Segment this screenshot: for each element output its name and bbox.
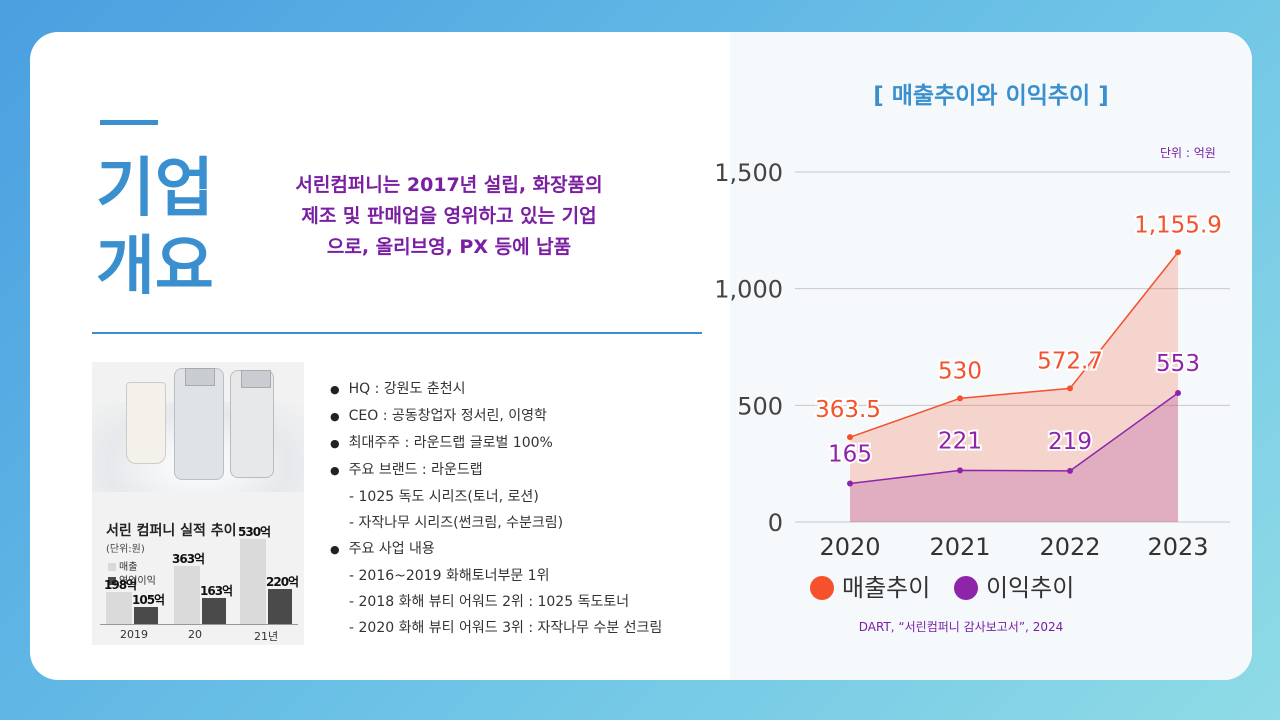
data-point bbox=[1067, 385, 1073, 392]
mini-revenue-bar bbox=[240, 539, 266, 624]
bottle-cap bbox=[241, 370, 271, 388]
company-intro: 서린컴퍼니는 2017년 설립, 화장품의 제조 및 판매업을 영위하고 있는 … bbox=[270, 170, 628, 263]
chart-unit: 단위 : 억원 bbox=[1160, 146, 1216, 160]
series-area-revenue bbox=[850, 252, 1178, 522]
fact-item: - 2018 화해 뷰티 어워드 2위 : 1025 독도토너 bbox=[349, 594, 630, 610]
intro-line2: 제조 및 판매업을 영위하고 있는 기업 bbox=[301, 205, 597, 227]
mini-revenue-label: 530억 bbox=[238, 525, 271, 540]
mini-legend-revenue: 매출 bbox=[108, 558, 137, 573]
mini-profit-bar bbox=[134, 607, 158, 624]
intro-line1: 서린컴퍼니는 2017년 설립, 화장품의 bbox=[295, 174, 603, 196]
mini-category-label: 20 bbox=[188, 628, 202, 641]
legend-swatch-profit bbox=[953, 576, 978, 600]
series-line-revenue bbox=[849, 251, 1179, 438]
slide-card: 기업 개요 서린컴퍼니는 2017년 설립, 화장품의 제조 및 판매업을 영위… bbox=[30, 32, 1252, 680]
data-point bbox=[957, 395, 963, 402]
data-point bbox=[1175, 389, 1181, 396]
data-label: 165 bbox=[828, 442, 872, 468]
y-tick-label: 1,500 bbox=[714, 159, 783, 187]
fact-item: 주요 사업 내용 bbox=[330, 536, 662, 563]
intro-line3: 으로, 올리브영, PX 등에 납품 bbox=[326, 236, 572, 258]
data-label: 530 bbox=[938, 358, 982, 384]
y-tick-label: 1,000 bbox=[714, 276, 783, 304]
data-label: 219 bbox=[1048, 429, 1092, 455]
legend-label: 이익추이 bbox=[985, 574, 1075, 602]
data-point bbox=[847, 434, 853, 441]
lotion-bottle bbox=[230, 370, 274, 478]
fact-item: 최대주주 : 라운드랩 글로벌 100% bbox=[330, 430, 662, 457]
mini-legend-swatch bbox=[108, 577, 116, 585]
legend-profit: 이익추이 bbox=[953, 568, 1075, 603]
fact-item: - 1025 독도 시리즈(토너, 로션) bbox=[349, 489, 539, 505]
product-performance-image: 서린 컴퍼니 실적 추이 (단위:원) 매출 영업이익 198억 105억 2019… bbox=[92, 362, 304, 645]
mini-legend-swatch bbox=[108, 563, 116, 571]
mini-revenue-bar bbox=[174, 565, 200, 624]
source-citation: DART, “서린컴퍼니 감사보고서”, 2024 bbox=[858, 620, 1064, 634]
mini-profit-label: 163억 bbox=[200, 583, 233, 598]
data-label: 221 bbox=[938, 428, 982, 454]
legend-revenue: 매출추이 bbox=[810, 568, 930, 603]
mini-revenue-bar bbox=[106, 592, 132, 624]
mini-chart-unit: (단위:원) bbox=[106, 544, 145, 555]
mini-category-label: 21년 bbox=[254, 630, 279, 643]
data-point bbox=[957, 467, 963, 474]
mini-legend-label: 매출 bbox=[119, 562, 138, 573]
section-title: 기업 개요 bbox=[96, 150, 266, 306]
title-accent-bar bbox=[100, 120, 158, 125]
fact-item: - 자작나무 시리즈(썬크림, 수분크림) bbox=[349, 515, 564, 531]
data-point bbox=[1175, 249, 1181, 256]
x-tick-label: 2023 bbox=[1147, 533, 1208, 561]
chart-title: [ 매출추이와 이익추이 ] bbox=[873, 83, 1109, 109]
company-facts-list: HQ : 강원도 춘천시CEO : 공동창업자 정서린, 이영학최대주주 : 라… bbox=[330, 376, 663, 641]
legend-label: 매출추이 bbox=[842, 574, 931, 602]
section-title-line1: 기업 bbox=[96, 152, 214, 226]
data-label: 363.5 bbox=[815, 397, 881, 423]
data-point bbox=[1067, 467, 1073, 474]
y-tick-label: 0 bbox=[768, 509, 783, 537]
mini-legend-label: 영업이익 bbox=[119, 576, 156, 587]
x-tick-label: 2021 bbox=[929, 533, 990, 561]
mini-revenue-label: 198억 bbox=[104, 578, 137, 593]
mini-profit-bar bbox=[202, 597, 226, 624]
fact-item: HQ : 강원도 춘천시 bbox=[330, 376, 662, 403]
toner-bottle bbox=[174, 368, 224, 480]
divider bbox=[92, 332, 702, 334]
data-label: 572.7 bbox=[1037, 348, 1103, 374]
fact-item: CEO : 공동창업자 정서린, 이영학 bbox=[330, 403, 662, 430]
fact-item: - 2016~2019 화해토너부문 1위 bbox=[349, 568, 550, 584]
cream-tube bbox=[126, 382, 166, 464]
chart-legend: 매출추이 이익추이 bbox=[810, 568, 1090, 603]
data-label: 1,155.9 bbox=[1134, 212, 1222, 238]
mini-profit-label: 220억 bbox=[266, 574, 299, 589]
mini-chart-title: 서린 컴퍼니 실적 추이 bbox=[106, 523, 237, 539]
mini-profit-label: 105억 bbox=[132, 593, 165, 608]
fact-item: 주요 브랜드 : 라운드랩 bbox=[330, 457, 662, 484]
mini-profit-bar bbox=[268, 588, 292, 624]
bottle-cap bbox=[185, 368, 215, 386]
x-tick-label: 2022 bbox=[1039, 533, 1100, 561]
series-line-profit bbox=[849, 392, 1179, 485]
mini-category-label: 2019 bbox=[120, 628, 148, 641]
section-title-line2: 개요 bbox=[96, 230, 214, 304]
mini-axis-line bbox=[100, 624, 298, 625]
x-tick-label: 2020 bbox=[819, 533, 880, 561]
fact-item: - 2020 화해 뷰티 어워드 3위 : 자작나무 수분 선크림 bbox=[349, 620, 663, 636]
data-label: 553 bbox=[1156, 351, 1200, 377]
y-tick-label: 500 bbox=[737, 392, 783, 420]
legend-swatch-revenue bbox=[810, 576, 834, 600]
series-area-profit bbox=[850, 392, 1178, 522]
chart-panel bbox=[730, 32, 1252, 680]
revenue-profit-chart: 0 500 1,000 1,500 2020 2021 2022 2023 363.5 530 57… bbox=[714, 159, 1230, 561]
mini-legend-profit: 영업이익 bbox=[108, 572, 156, 587]
mini-revenue-label: 363억 bbox=[172, 551, 205, 566]
data-point bbox=[847, 480, 853, 487]
